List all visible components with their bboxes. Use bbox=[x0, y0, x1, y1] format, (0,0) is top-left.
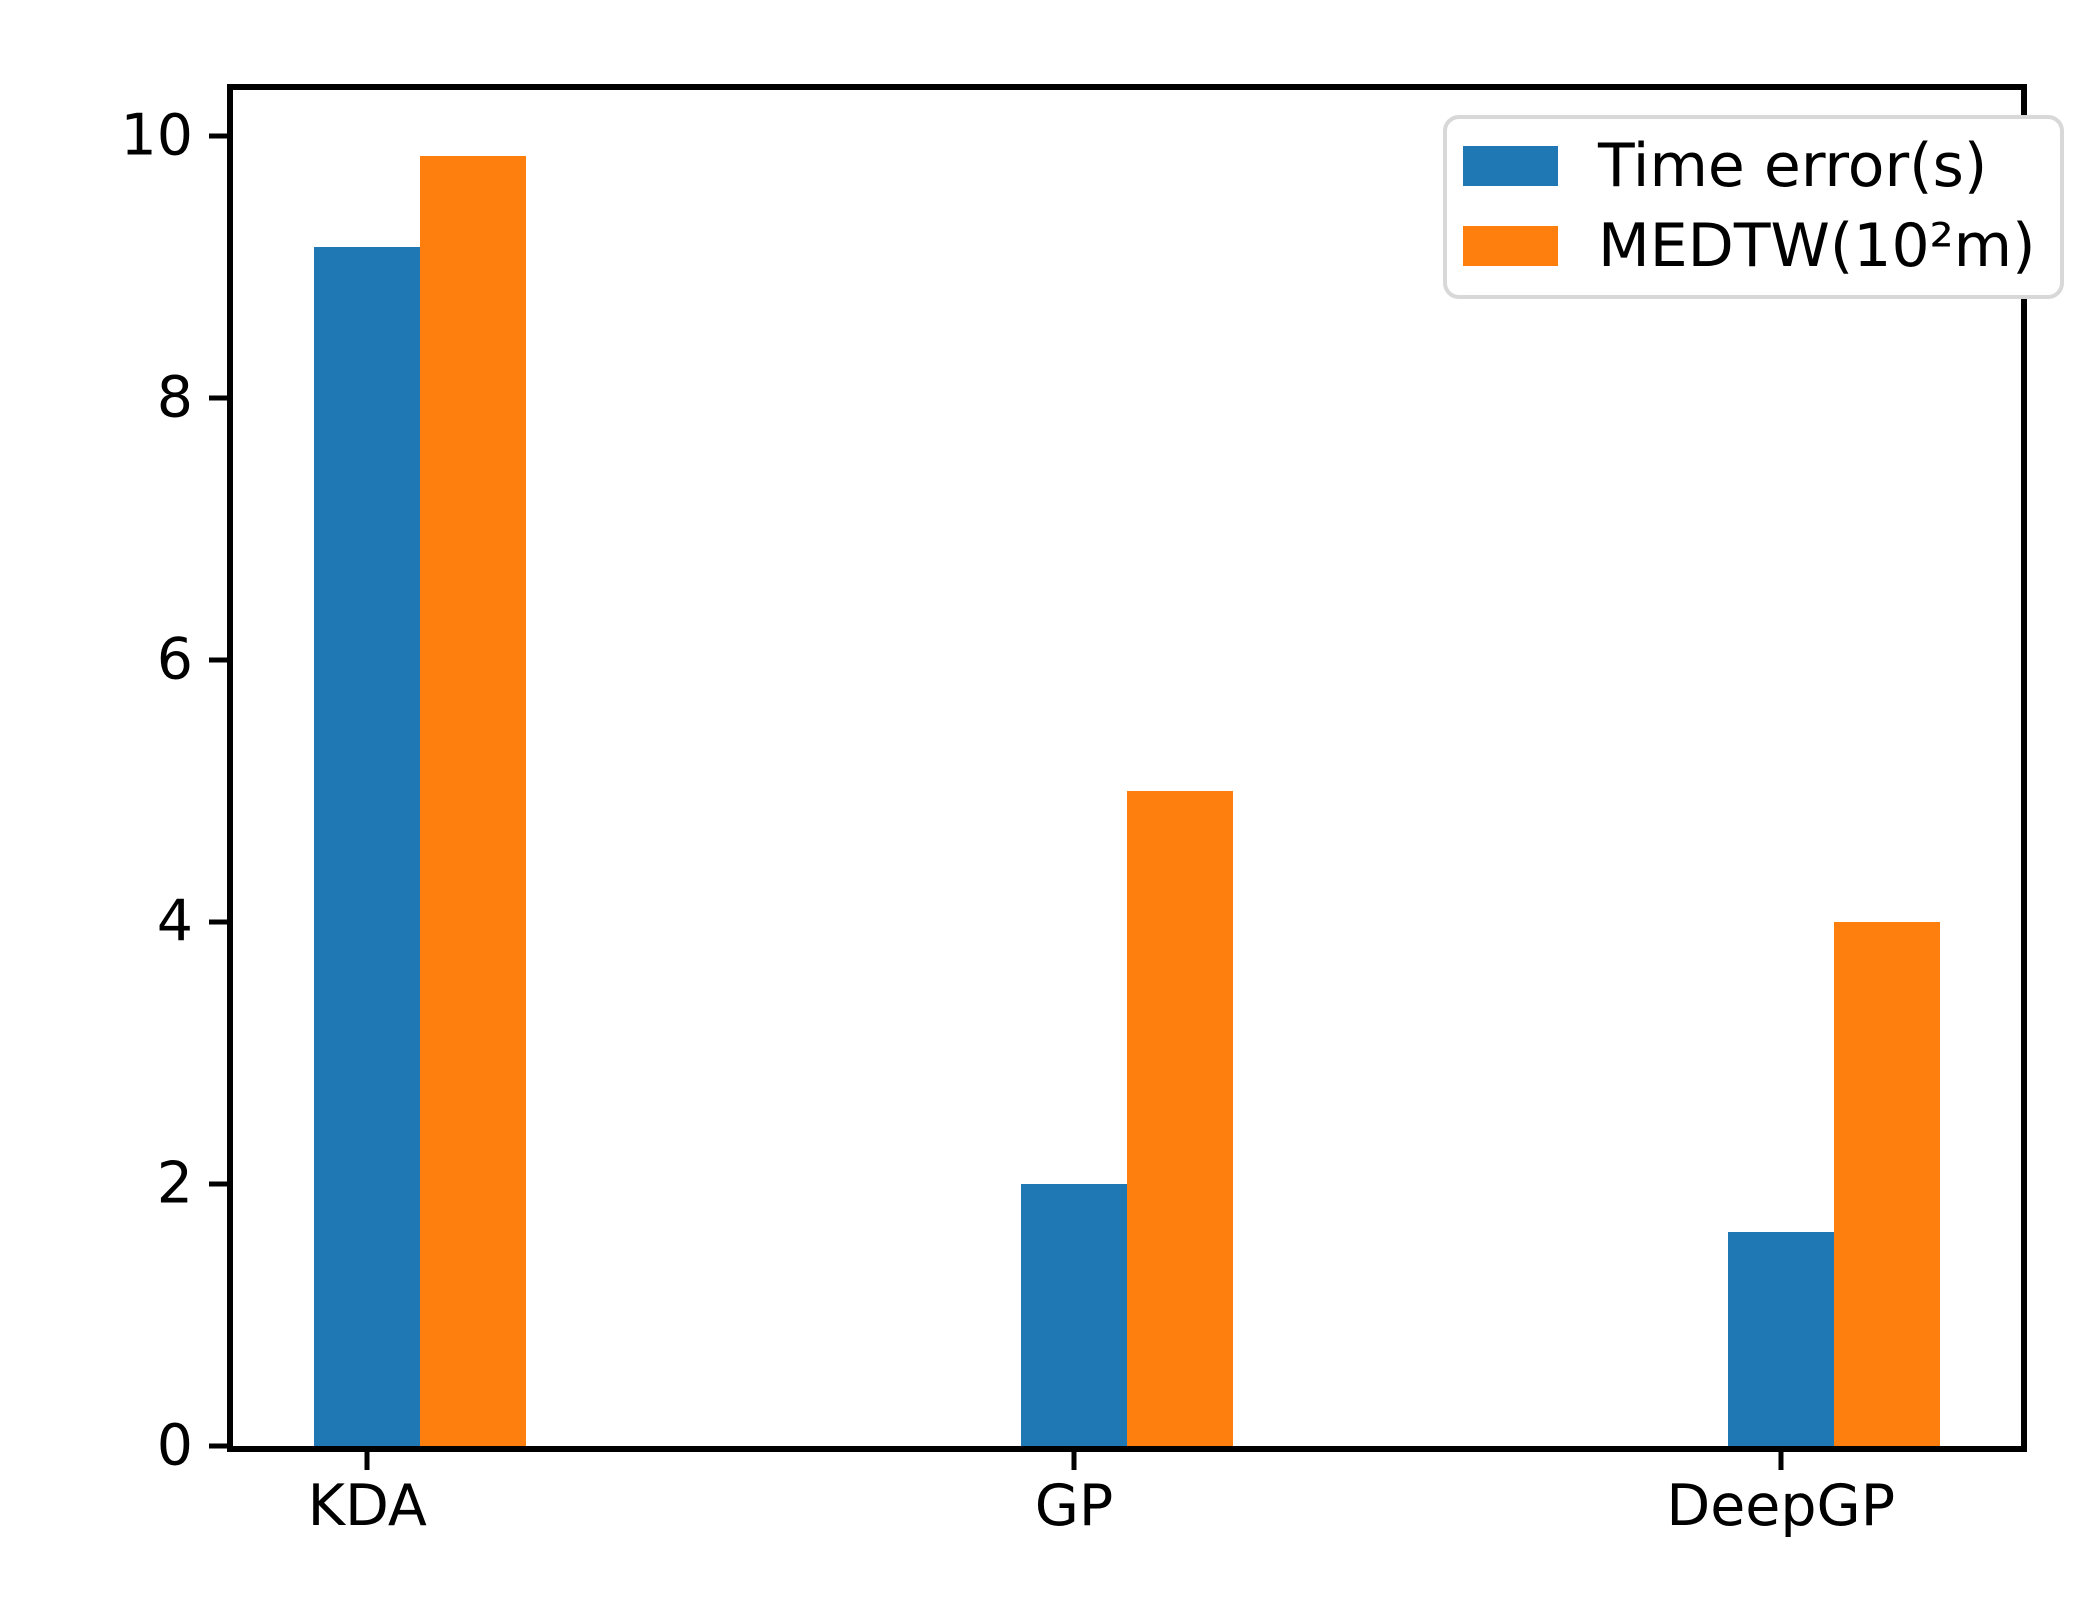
x-axis-category-label: DeepGP bbox=[1666, 1473, 1896, 1539]
bar-deepgp-series-0 bbox=[1727, 1232, 1834, 1446]
legend-label: MEDTW(10²m) bbox=[1598, 211, 2036, 281]
bar-gp-series-1 bbox=[1127, 790, 1233, 1446]
x-axis-tick bbox=[1778, 1452, 1784, 1470]
y-axis-tick-label: 8 bbox=[156, 364, 193, 431]
legend: Time error(s) MEDTW(10²m) bbox=[1443, 115, 2064, 299]
legend-swatch-icon bbox=[1463, 226, 1558, 266]
legend-swatch-icon bbox=[1463, 146, 1558, 186]
legend-label: Time error(s) bbox=[1598, 131, 1988, 201]
y-axis-tick-label: 0 bbox=[156, 1412, 193, 1479]
y-axis-tick bbox=[209, 919, 227, 925]
y-axis-tick-label: 6 bbox=[156, 626, 193, 693]
y-axis-tick-label: 2 bbox=[156, 1150, 193, 1217]
plot-area: 0 2 4 6 8 10 KDA GP DeepGP bbox=[120, 84, 2027, 1535]
y-axis-tick bbox=[209, 1443, 227, 1449]
x-axis-tick bbox=[364, 1452, 370, 1470]
y-axis-tick bbox=[209, 1181, 227, 1187]
bar-kda-series-0 bbox=[314, 247, 421, 1446]
bar-kda-series-1 bbox=[420, 155, 527, 1446]
bar-deepgp-series-1 bbox=[1833, 921, 1940, 1446]
x-axis-category-label: GP bbox=[1034, 1473, 1114, 1539]
legend-entry: Time error(s) bbox=[1463, 133, 2036, 199]
y-axis-tick bbox=[209, 133, 227, 139]
y-axis-tick-label: 10 bbox=[120, 102, 193, 169]
y-axis-tick bbox=[209, 395, 227, 401]
y-axis-tick-label: 4 bbox=[156, 888, 193, 955]
x-axis-tick bbox=[1071, 1452, 1077, 1470]
bar-gp-series-0 bbox=[1020, 1183, 1127, 1446]
x-axis-category-label: KDA bbox=[307, 1473, 427, 1539]
y-axis-tick bbox=[209, 657, 227, 663]
legend-entry: MEDTW(10²m) bbox=[1463, 213, 2036, 279]
